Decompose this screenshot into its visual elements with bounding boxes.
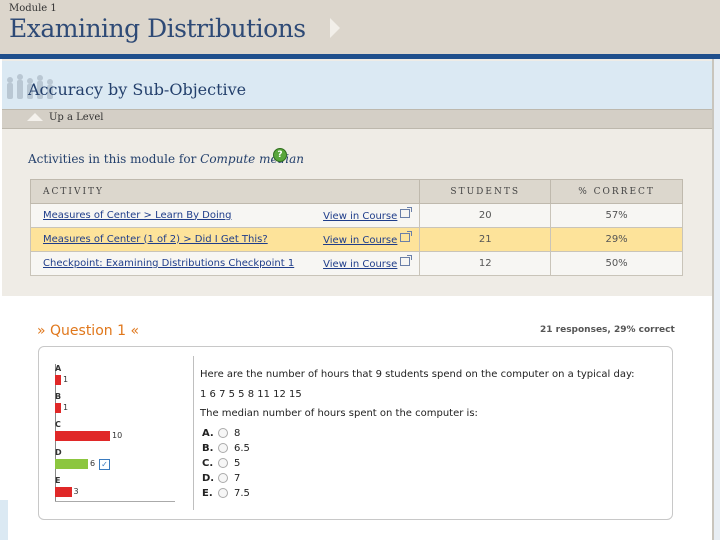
correct-cell: 50% xyxy=(550,251,683,276)
column-header-students: STUDENTS xyxy=(419,179,552,204)
distribution-count: 6 xyxy=(90,459,96,468)
title-arrow-icon xyxy=(330,18,340,38)
option-value: 7.5 xyxy=(234,488,250,499)
option-value: 6.5 xyxy=(234,443,250,454)
option-c[interactable]: C. 5 xyxy=(202,458,240,469)
option-value: 8 xyxy=(234,428,241,439)
distribution-count: 1 xyxy=(63,375,69,384)
radio-button[interactable] xyxy=(218,488,228,498)
table-header-row: ACTIVITY STUDENTS % CORRECT xyxy=(29,179,683,204)
view-in-course[interactable]: View in Course xyxy=(323,230,413,246)
option-d[interactable]: D. 7 xyxy=(202,473,240,484)
radio-button[interactable] xyxy=(218,458,228,468)
activity-cell: Checkpoint: Examining Distributions Chec… xyxy=(29,251,421,276)
module-label: Module 1 xyxy=(9,3,57,14)
activities-heading-prefix: Activities in this module for xyxy=(28,152,197,166)
question-title: » Question 1 « xyxy=(37,323,140,339)
distribution-count: 10 xyxy=(112,431,123,440)
distribution-bar xyxy=(55,431,110,441)
view-in-course-link[interactable]: View in Course xyxy=(323,258,398,270)
table-row: Measures of Center > Learn By Doing View… xyxy=(29,203,683,228)
radio-button[interactable] xyxy=(218,428,228,438)
sub-objective-title: Accuracy by Sub-Objective xyxy=(28,80,247,99)
correct-answer-check-icon: ✓ xyxy=(99,459,110,470)
activity-link[interactable]: Checkpoint: Examining Distributions Chec… xyxy=(43,257,295,269)
distribution-bar xyxy=(55,375,61,385)
up-level-link[interactable]: Up a Level xyxy=(49,112,104,123)
module-title: Examining Distributions xyxy=(9,14,306,43)
option-letter: A. xyxy=(202,428,214,439)
distribution-label: E xyxy=(55,476,61,485)
table-row-highlighted: Measures of Center (1 of 2) > Did I Get … xyxy=(29,227,683,252)
activity-cell: Measures of Center (1 of 2) > Did I Get … xyxy=(29,227,421,252)
radio-button[interactable] xyxy=(218,473,228,483)
distribution-bar xyxy=(55,487,72,497)
option-value: 7 xyxy=(234,473,241,484)
distribution-baseline xyxy=(55,501,175,502)
question-prompt: Here are the number of hours that 9 stud… xyxy=(200,369,635,380)
view-in-course-link[interactable]: View in Course xyxy=(323,210,398,222)
activity-link[interactable]: Measures of Center > Learn By Doing xyxy=(43,209,232,221)
question-panel xyxy=(38,346,673,520)
option-letter: C. xyxy=(202,458,214,469)
view-in-course[interactable]: View in Course xyxy=(323,254,413,270)
correct-cell: 57% xyxy=(550,203,683,228)
distribution-bar xyxy=(55,459,88,469)
view-in-course[interactable]: View in Course xyxy=(323,206,413,222)
view-in-course-link[interactable]: View in Course xyxy=(323,234,398,246)
option-letter: E. xyxy=(202,488,213,499)
question-divider xyxy=(193,356,194,510)
option-e[interactable]: E. 7.5 xyxy=(202,488,250,499)
up-arrow-icon[interactable] xyxy=(27,113,43,121)
distribution-count: 1 xyxy=(63,403,69,412)
correct-cell: 29% xyxy=(550,227,683,252)
module-header xyxy=(0,0,720,56)
question-data: 1 6 7 5 5 8 11 12 15 xyxy=(200,389,302,400)
external-link-icon xyxy=(400,254,413,266)
people-silhouette-icon xyxy=(7,74,53,99)
sub-objective-header xyxy=(2,61,712,109)
table-row: Checkpoint: Examining Distributions Chec… xyxy=(29,251,683,276)
up-level-bar xyxy=(2,109,712,129)
help-icon[interactable]: ? xyxy=(273,148,287,162)
question-stats: 21 responses, 29% correct xyxy=(540,325,675,335)
activities-heading-topic: Compute median xyxy=(200,152,304,166)
external-link-icon xyxy=(400,206,413,218)
question-stem: The median number of hours spent on the … xyxy=(200,408,478,419)
activities-table: ACTIVITY STUDENTS % CORRECT Measures of … xyxy=(29,179,683,276)
radio-button[interactable] xyxy=(218,443,228,453)
option-value: 5 xyxy=(234,458,241,469)
activity-link[interactable]: Measures of Center (1 of 2) > Did I Get … xyxy=(43,233,268,245)
option-a[interactable]: A. 8 xyxy=(202,428,240,439)
distribution-count: 3 xyxy=(73,487,79,496)
option-letter: D. xyxy=(202,473,215,484)
students-cell: 20 xyxy=(419,203,552,228)
activity-cell: Measures of Center > Learn By Doing View… xyxy=(29,203,421,228)
distribution-label: B xyxy=(55,392,62,401)
external-link-icon xyxy=(400,230,413,242)
students-cell: 12 xyxy=(419,251,552,276)
option-letter: B. xyxy=(202,443,214,454)
distribution-bar xyxy=(55,403,61,413)
right-edge-strip-light xyxy=(714,59,720,540)
option-b[interactable]: B. 6.5 xyxy=(202,443,250,454)
column-header-activity: ACTIVITY xyxy=(29,179,421,204)
column-header-correct: % CORRECT xyxy=(550,179,683,204)
header-rule xyxy=(0,54,720,59)
bottom-left-strip xyxy=(0,500,8,540)
activities-heading: Activities in this module for Compute me… xyxy=(28,152,304,166)
distribution-label: D xyxy=(55,448,62,457)
students-cell: 21 xyxy=(419,227,552,252)
distribution-label: A xyxy=(55,364,62,373)
distribution-label: C xyxy=(55,420,61,429)
